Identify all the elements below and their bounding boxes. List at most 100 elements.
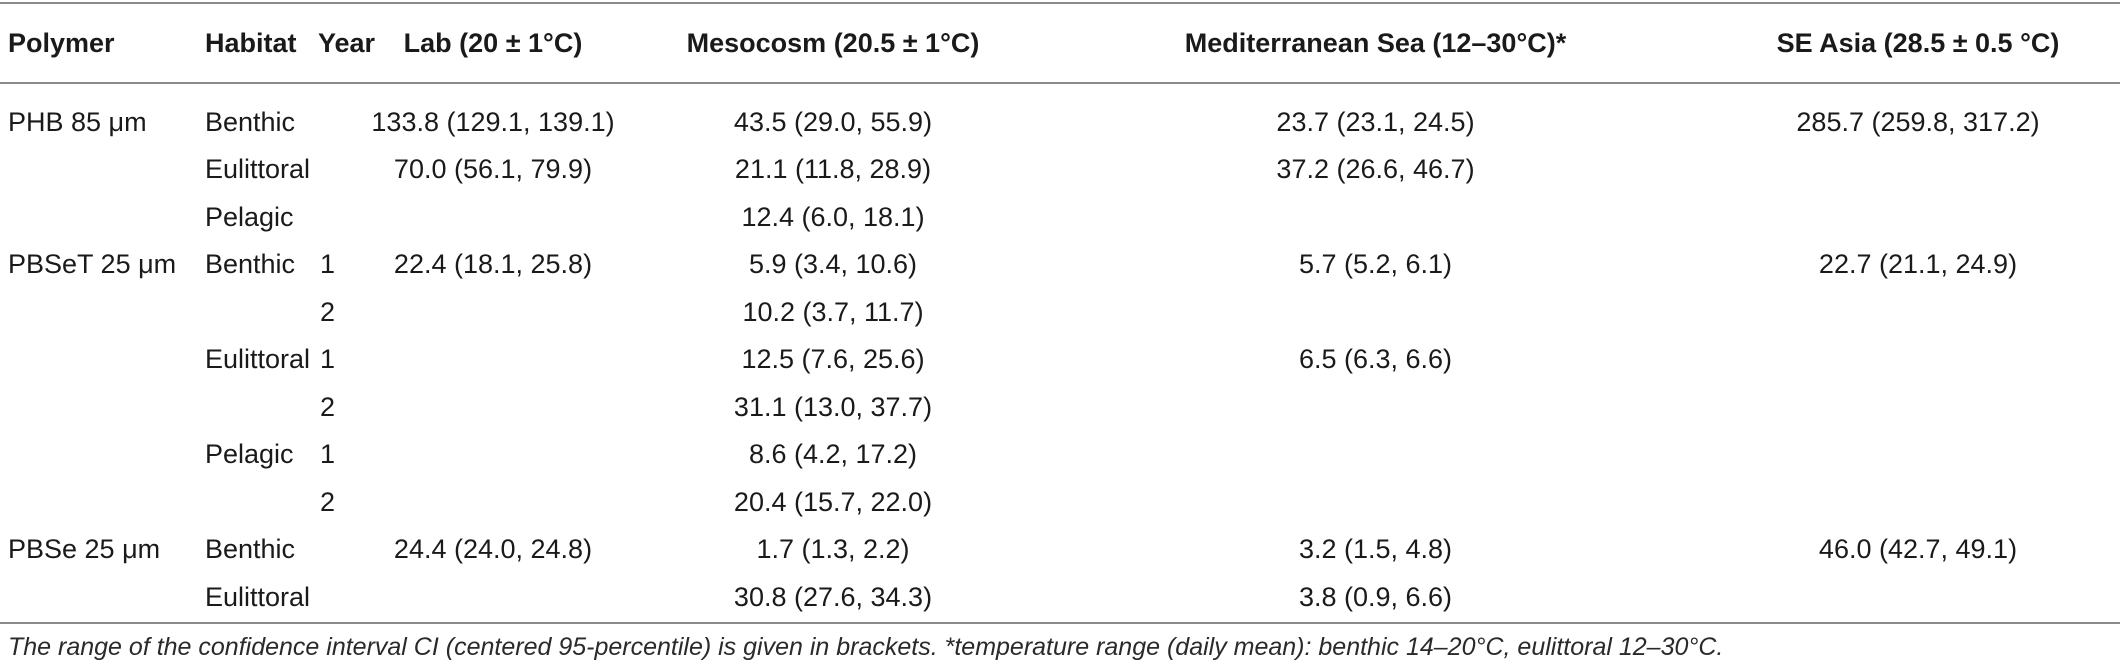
cell-year: [318, 194, 363, 242]
cell-mesocosm: 20.4 (15.7, 22.0): [733, 486, 933, 517]
cell-mediterranean: 5.7 (5.2, 6.1): [1298, 249, 1453, 280]
cell-habitat: Benthic: [205, 534, 296, 565]
cell-polymer: [0, 289, 205, 337]
cell-mediterranean: 6.5 (6.3, 6.6): [1298, 344, 1453, 375]
cell-mediterranean: 3.8 (0.9, 6.6): [1298, 581, 1453, 612]
header-row: Polymer Habitat Year Lab (20 ± 1°C) Meso…: [0, 4, 2120, 82]
cell-se-asia: [1708, 479, 2120, 527]
cell-lab: [363, 194, 623, 242]
cell-habitat: [205, 479, 318, 527]
cell-habitat: [205, 384, 318, 432]
table-row: PBSe 25 μm Benthic 24.4 (24.0, 24.8) 1.7 (1…: [0, 526, 2120, 574]
cell-polymer: [0, 431, 205, 479]
cell-mediterranean: [1043, 384, 1708, 432]
cell-habitat: Benthic: [205, 106, 296, 137]
cell-se-asia: [1708, 431, 2120, 479]
cell-year: [318, 146, 363, 194]
cell-habitat: [205, 289, 318, 337]
table-row: PBSeT 25 μm Benthic 1 22.4 (18.1, 25.8) 5.9 …: [0, 241, 2120, 289]
cell-lab: 24.4 (24.0, 24.8): [393, 534, 593, 565]
table-row: Eulittoral 1 12.5 (7.6, 25.6) 6.5 (6.3, 6.6…: [0, 336, 2120, 384]
cell-habitat: Benthic: [205, 249, 296, 280]
cell-mediterranean: [1043, 479, 1708, 527]
header-year: Year: [318, 27, 376, 58]
header-polymer: Polymer: [8, 27, 115, 58]
table-body: PHB 85 μm Benthic 133.8 (129.1, 139.1) 43.5…: [0, 82, 2120, 621]
table-row: Pelagic 12.4 (6.0, 18.1): [0, 194, 2120, 242]
cell-year: [318, 574, 363, 622]
cell-habitat: Pelagic: [205, 439, 294, 470]
cell-year: 1: [320, 439, 336, 470]
cell-lab: 70.0 (56.1, 79.9): [393, 154, 593, 185]
cell-lab: [363, 431, 623, 479]
cell-mesocosm: 12.4 (6.0, 18.1): [741, 201, 925, 232]
cell-mesocosm: 5.9 (3.4, 10.6): [748, 249, 918, 280]
cell-polymer: [0, 384, 205, 432]
cell-year: 2: [320, 296, 336, 327]
cell-mediterranean: [1043, 194, 1708, 242]
table-row: PHB 85 μm Benthic 133.8 (129.1, 139.1) 43.5…: [0, 82, 2120, 146]
cell-lab: [363, 384, 623, 432]
bottom-rule: [0, 622, 2120, 624]
table-row: 2 10.2 (3.7, 11.7): [0, 289, 2120, 337]
cell-year: [318, 526, 363, 574]
cell-se-asia: 46.0 (42.7, 49.1): [1818, 534, 2018, 565]
header-mediterranean: Mediterranean Sea (12–30°C)*: [1184, 27, 1567, 58]
header-mesocosm: Mesocosm (20.5 ± 1°C): [686, 27, 980, 58]
cell-mesocosm: 43.5 (29.0, 55.9): [733, 106, 933, 137]
cell-lab: 22.4 (18.1, 25.8): [393, 249, 593, 280]
cell-lab: [363, 479, 623, 527]
cell-mesocosm: 10.2 (3.7, 11.7): [742, 296, 924, 327]
cell-mesocosm: 21.1 (11.8, 28.9): [734, 154, 932, 185]
cell-mediterranean: [1043, 289, 1708, 337]
cell-mediterranean: 37.2 (26.6, 46.7): [1276, 154, 1475, 185]
cell-habitat: Eulittoral: [205, 344, 311, 375]
cell-habitat: Eulittoral: [205, 154, 311, 185]
table-row: 2 20.4 (15.7, 22.0): [0, 479, 2120, 527]
cell-polymer: PBSeT 25 μm: [8, 249, 177, 280]
cell-mediterranean: [1043, 431, 1708, 479]
cell-mediterranean: 3.2 (1.5, 4.8): [1298, 534, 1453, 565]
cell-year: 1: [320, 344, 336, 375]
cell-lab: [363, 336, 623, 384]
cell-polymer: [0, 479, 205, 527]
cell-year: 2: [320, 486, 336, 517]
cell-polymer: PBSe 25 μm: [8, 534, 161, 565]
cell-polymer: [0, 574, 205, 622]
cell-se-asia: [1708, 574, 2120, 622]
cell-polymer: PHB 85 μm: [8, 106, 147, 137]
cell-polymer: [0, 146, 205, 194]
top-rule: [0, 2, 2120, 4]
cell-se-asia: 285.7 (259.8, 317.2): [1796, 106, 2040, 137]
cell-year: [318, 82, 363, 146]
table-row: 2 31.1 (13.0, 37.7): [0, 384, 2120, 432]
table-row: Eulittoral 70.0 (56.1, 79.9) 21.1 (11.8, 2…: [0, 146, 2120, 194]
cell-lab: 133.8 (129.1, 139.1): [371, 106, 615, 137]
cell-se-asia: [1708, 194, 2120, 242]
cell-year: 2: [320, 391, 336, 422]
cell-mesocosm: 1.7 (1.3, 2.2): [756, 534, 910, 565]
cell-se-asia: [1708, 336, 2120, 384]
cell-polymer: [0, 336, 205, 384]
header-rule: [0, 82, 2120, 84]
header-lab: Lab (20 ± 1°C): [403, 27, 583, 58]
cell-mesocosm: 30.8 (27.6, 34.3): [733, 581, 933, 612]
table-row: Eulittoral 30.8 (27.6, 34.3) 3.8 (0.9, 6.6…: [0, 574, 2120, 622]
cell-se-asia: [1708, 146, 2120, 194]
cell-lab: [363, 574, 623, 622]
cell-mesocosm: 31.1 (13.0, 37.7): [733, 391, 933, 422]
cell-habitat: Eulittoral: [205, 581, 311, 612]
table-row: Pelagic 1 8.6 (4.2, 17.2): [0, 431, 2120, 479]
header-se-asia: SE Asia (28.5 ± 0.5 °C): [1776, 27, 2060, 58]
header-habitat: Habitat: [205, 27, 297, 58]
cell-mediterranean: 23.7 (23.1, 24.5): [1276, 106, 1475, 137]
cell-mesocosm: 12.5 (7.6, 25.6): [741, 344, 925, 375]
cell-se-asia: [1708, 384, 2120, 432]
cell-habitat: Pelagic: [205, 201, 294, 232]
cell-lab: [363, 289, 623, 337]
cell-se-asia: [1708, 289, 2120, 337]
degradation-table: Polymer Habitat Year Lab (20 ± 1°C) Meso…: [0, 4, 2120, 621]
cell-mesocosm: 8.6 (4.2, 17.2): [748, 439, 918, 470]
cell-se-asia: 22.7 (21.1, 24.9): [1818, 249, 2018, 280]
table-footnote: The range of the confidence interval CI …: [8, 633, 1724, 661]
